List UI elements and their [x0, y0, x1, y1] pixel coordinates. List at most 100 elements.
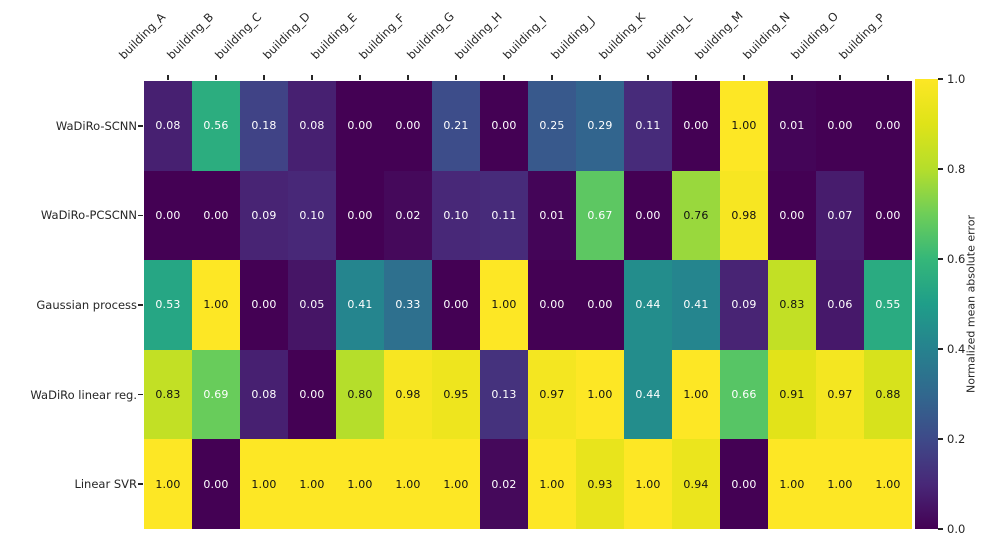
heatmap-cell: 0.21: [432, 81, 480, 171]
y-tick-label: WaDiRo linear reg.: [30, 387, 137, 402]
heatmap-cell: 0.00: [384, 81, 432, 171]
x-tick-label: building_F: [356, 10, 408, 62]
heatmap-cell: 0.76: [672, 170, 720, 261]
y-tick-label: WaDiRo-PCSCNN: [40, 208, 137, 223]
x-tick-mark: [839, 75, 841, 80]
heatmap-cell: 0.09: [720, 260, 768, 350]
x-tick-mark: [359, 75, 361, 80]
heatmap-cell: 0.09: [240, 170, 288, 261]
heatmap-cell: 0.00: [432, 260, 480, 350]
heatmap-cell: 0.00: [864, 170, 912, 261]
x-tick-label: building_D: [260, 9, 313, 62]
heatmap-cell: 0.00: [144, 170, 192, 261]
heatmap-cell: 0.08: [240, 349, 288, 440]
heatmap-cell: 0.00: [720, 439, 768, 529]
x-tick-mark: [599, 75, 601, 80]
x-tick-mark: [455, 75, 457, 80]
x-tick-label: building_I: [500, 13, 550, 62]
heatmap-cell: 0.08: [144, 81, 192, 171]
heatmap-cell: 0.83: [768, 260, 816, 350]
heatmap-cell: 0.95: [432, 349, 480, 440]
heatmap-cell: 1.00: [288, 439, 336, 529]
colorbar-tick-mark: [938, 258, 943, 260]
x-tick-mark: [311, 75, 313, 80]
x-tick-label: building_K: [596, 10, 648, 62]
heatmap-cell: 0.01: [768, 81, 816, 171]
heatmap-cell: 0.11: [624, 81, 672, 171]
heatmap-cell: 0.00: [480, 81, 528, 171]
x-tick-label: building_P: [836, 10, 888, 62]
heatmap-cell: 1.00: [864, 439, 912, 529]
x-tick-mark: [503, 75, 505, 80]
heatmap-cell: 0.00: [192, 439, 240, 529]
heatmap-cell: 0.00: [288, 349, 336, 440]
colorbar-axis-label: Normalized mean absolute error: [964, 215, 978, 393]
x-tick-mark: [647, 75, 649, 80]
heatmap-cell: 0.97: [816, 349, 864, 440]
colorbar-tick-mark: [938, 168, 943, 170]
x-tick-label: building_A: [116, 9, 169, 62]
x-tick-label: building_G: [404, 9, 457, 63]
colorbar-tick-label: 0.6: [947, 252, 966, 266]
colorbar-tick-mark: [938, 78, 943, 80]
y-tick-mark: [138, 393, 143, 396]
heatmap-cell: 0.10: [432, 170, 480, 261]
heatmap-cell: 1.00: [432, 439, 480, 529]
heatmap-cell: 0.33: [384, 260, 432, 350]
heatmap-plot-area: 0.08 0.56 0.18 0.08 0.00 0.00 0.21 0.00 0.25 0.29…: [144, 81, 912, 529]
heatmap-cell: 0.00: [192, 170, 240, 261]
colorbar-gradient: [915, 79, 938, 529]
heatmap-cell: 0.06: [816, 260, 864, 350]
x-tick-label: building_L: [644, 10, 696, 62]
heatmap-cell: 0.25: [528, 81, 576, 171]
heatmap-cell: 1.00: [528, 439, 576, 529]
heatmap-cell: 0.94: [672, 439, 720, 529]
heatmap-cell: 0.18: [240, 81, 288, 171]
y-tick-label: WaDiRo-SCNN: [55, 118, 137, 133]
heatmap-cell: 1.00: [240, 439, 288, 529]
x-tick-label: building_B: [164, 9, 217, 62]
heatmap-cell: 0.67: [576, 170, 624, 261]
heatmap-cell: 0.00: [816, 81, 864, 171]
heatmap-cell: 0.44: [624, 260, 672, 350]
heatmap-cell: 0.02: [384, 170, 432, 261]
heatmap-cell: 0.10: [288, 170, 336, 261]
heatmap-cell: 1.00: [672, 349, 720, 440]
x-tick-mark: [215, 75, 217, 80]
heatmap-cell: 0.00: [336, 81, 384, 171]
heatmap-cell: 1.00: [816, 439, 864, 529]
heatmap-cell: 1.00: [144, 439, 192, 529]
heatmap-cell: 0.29: [576, 81, 624, 171]
heatmap-cell: 1.00: [624, 439, 672, 529]
heatmap-cell: 0.83: [144, 349, 192, 440]
colorbar-tick-label: 1.0: [947, 72, 966, 86]
y-tick-mark: [138, 304, 143, 306]
heatmap-cell: 0.00: [672, 81, 720, 171]
x-tick-mark: [167, 75, 169, 80]
x-tick-label: building_C: [212, 9, 265, 62]
x-tick-mark: [695, 75, 697, 80]
heatmap-cell: 0.02: [480, 439, 528, 529]
heatmap-cell: 0.66: [720, 349, 768, 440]
heatmap-cell: 0.93: [576, 439, 624, 529]
heatmap-cell: 0.05: [288, 260, 336, 350]
heatmap-cell: 0.91: [768, 349, 816, 440]
heatmap-cell: 1.00: [336, 439, 384, 529]
x-tick-mark: [407, 75, 409, 80]
y-tick-mark: [138, 214, 143, 217]
colorbar-tick-mark: [938, 348, 943, 350]
x-tick-label: building_H: [452, 9, 505, 62]
heatmap-cell: 0.00: [576, 260, 624, 350]
x-tick-mark: [887, 75, 889, 80]
y-tick-label: Linear SVR: [74, 477, 137, 492]
y-tick-label: Gaussian process: [36, 297, 137, 312]
heatmap-cell: 0.56: [192, 81, 240, 171]
heatmap-cell: 0.80: [336, 349, 384, 440]
colorbar-tick-mark: [938, 438, 943, 440]
heatmap-cell: 0.13: [480, 349, 528, 440]
heatmap-cell: 0.08: [288, 81, 336, 171]
heatmap-cell: 0.55: [864, 260, 912, 350]
heatmap-cell: 0.00: [240, 260, 288, 350]
colorbar-tick-label: 0.0: [947, 522, 966, 536]
